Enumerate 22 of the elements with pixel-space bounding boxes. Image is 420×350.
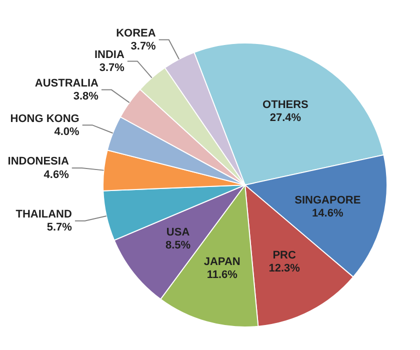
slice-label: INDIA [94, 48, 124, 61]
data-label: 12.3% [268, 262, 300, 275]
data-label: 8.5% [166, 240, 191, 252]
data-label: 3.8% [73, 90, 99, 103]
data-label: 4.0% [54, 126, 80, 138]
slice-label: INDONESIA [8, 156, 69, 168]
slice-label: OTHERS [262, 98, 308, 111]
data-label: 4.6% [44, 168, 70, 181]
data-label: 3.7% [130, 40, 156, 53]
data-label: 27.4% [270, 112, 302, 124]
slice-label: AUSTRALIA [34, 77, 99, 90]
slice-label: SINGAPORE [294, 194, 361, 206]
slice-label: PRC [272, 249, 296, 262]
data-label: 5.7% [46, 222, 72, 234]
slice-label: JAPAN [204, 256, 240, 268]
slice-label: USA [166, 226, 190, 238]
slice-label: KOREA [116, 27, 156, 40]
data-label: 3.7% [99, 62, 125, 74]
slice-label: THAILAND [16, 208, 72, 221]
slice-label: HONG KONG [10, 112, 80, 125]
data-label: 14.6% [312, 208, 344, 220]
data-label: 11.6% [206, 269, 238, 282]
